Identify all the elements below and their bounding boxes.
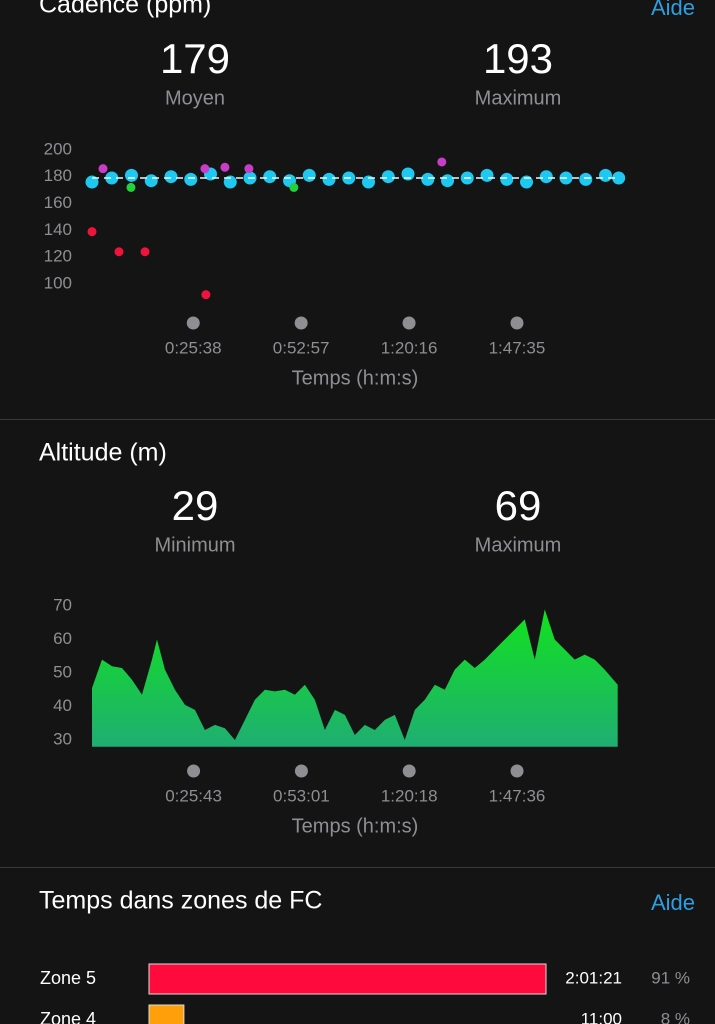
section-title: Altitude (m) (39, 439, 167, 467)
zone-percent: 8 % (661, 1009, 690, 1024)
data-point (126, 182, 136, 192)
data-point (87, 227, 97, 237)
stat-label: Maximum (475, 534, 562, 556)
x-tick-dot (186, 316, 200, 330)
data-point (244, 164, 254, 174)
data-point (144, 174, 158, 188)
data-point (302, 168, 316, 182)
x-tick-dot (294, 316, 308, 330)
data-point (421, 172, 435, 186)
data-point (381, 170, 395, 184)
x-axis-title: Temps (h:m:s) (292, 815, 419, 837)
data-point (263, 170, 277, 184)
x-tick-label: 0:25:38 (165, 338, 222, 357)
data-point (520, 175, 534, 189)
data-point (322, 172, 336, 186)
data-point (223, 175, 237, 189)
x-tick-label: 1:20:16 (381, 338, 438, 357)
y-tick-label: 140 (44, 220, 72, 239)
x-tick-label: 1:47:36 (489, 786, 546, 805)
data-point (362, 175, 376, 189)
data-point (98, 164, 108, 174)
data-point (289, 182, 299, 192)
stat-label: Minimum (154, 534, 235, 556)
separator (0, 867, 715, 868)
stat-value: 193 (483, 35, 553, 82)
y-tick-label: 120 (44, 247, 72, 266)
zone-bar (148, 1004, 185, 1024)
data-point (480, 168, 494, 182)
data-point (201, 290, 211, 300)
data-point (200, 164, 210, 174)
y-tick-label: 40 (53, 696, 72, 715)
data-point (539, 170, 553, 184)
x-tick-label: 1:20:18 (381, 786, 438, 805)
data-point (220, 162, 230, 172)
y-tick-label: 50 (53, 662, 72, 681)
data-point (437, 157, 447, 167)
data-point (85, 175, 99, 189)
zone-label: Zone 4 (40, 1009, 96, 1024)
x-tick-label: 0:25:43 (165, 786, 222, 805)
y-tick-label: 60 (53, 629, 72, 648)
stat-value: 179 (160, 35, 230, 82)
data-point (599, 168, 613, 182)
data-point (140, 247, 150, 257)
x-tick-dot (294, 764, 308, 778)
y-tick-label: 180 (44, 166, 72, 185)
zone-time: 11:00 (581, 1009, 622, 1024)
data-point (579, 172, 593, 186)
y-tick-label: 200 (44, 139, 72, 158)
data-point (164, 170, 178, 184)
section-title: Temps dans zones de FC (39, 887, 322, 915)
data-point (441, 174, 455, 188)
data-point (114, 247, 124, 257)
stat-label: Maximum (475, 87, 562, 109)
x-tick-label: 0:53:01 (273, 786, 330, 805)
altitude-area (92, 609, 618, 747)
zone-label: Zone 5 (40, 968, 96, 988)
x-tick-dot (510, 764, 524, 778)
stat-value: 69 (495, 482, 542, 529)
data-point (401, 167, 415, 181)
x-tick-dot (402, 764, 416, 778)
data-point (125, 168, 139, 182)
zone-time: 2:01:21 (565, 968, 622, 987)
zone-percent: 91 % (651, 968, 690, 987)
x-tick-dot (402, 316, 416, 330)
help-link[interactable]: Aide (651, 890, 695, 915)
x-tick-label: 0:52:57 (273, 338, 330, 357)
data-point (184, 172, 198, 186)
stat-value: 29 (172, 482, 219, 529)
x-tick-label: 1:47:35 (489, 338, 546, 357)
zone-bar (148, 963, 547, 995)
help-link[interactable]: Aide (651, 0, 695, 20)
y-tick-label: 70 (53, 595, 72, 614)
x-tick-dot (510, 316, 524, 330)
stat-label: Moyen (165, 87, 225, 109)
x-axis-title: Temps (h:m:s) (292, 367, 419, 389)
data-point (500, 172, 514, 186)
y-tick-label: 100 (44, 273, 72, 292)
x-tick-dot (187, 764, 201, 778)
data-point (105, 171, 119, 185)
y-tick-label: 30 (53, 729, 72, 748)
data-point (612, 171, 626, 185)
separator (0, 419, 715, 420)
section-title: Cadence (ppm) (39, 0, 211, 19)
y-tick-label: 160 (44, 193, 72, 212)
